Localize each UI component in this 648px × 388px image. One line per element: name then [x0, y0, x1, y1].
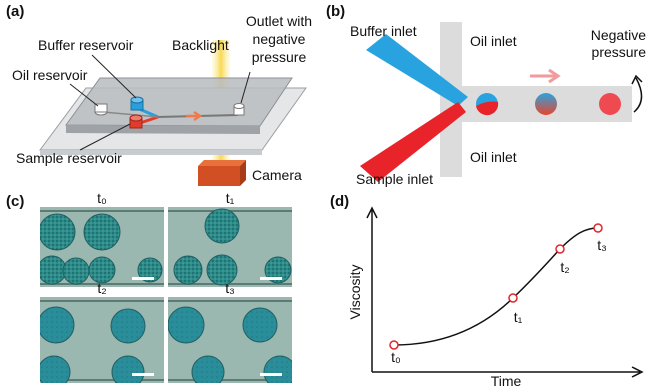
- x-axis-label: Time: [491, 373, 522, 388]
- outlet-label: Outlet with: [246, 13, 312, 29]
- droplet: [205, 209, 239, 243]
- time-point: [509, 294, 517, 302]
- droplet: [599, 93, 621, 115]
- outlet-top: [234, 104, 244, 109]
- time-label: t₁: [226, 190, 235, 206]
- oil-inlet-label: Oil inlet: [470, 149, 517, 165]
- micrograph: [168, 297, 296, 388]
- figure: (a) Buffer reservoir Backlight Outlet wi…: [0, 0, 648, 388]
- time-point: [594, 224, 602, 232]
- droplet: [168, 307, 204, 343]
- droplet: [38, 356, 70, 388]
- scale-bar: [260, 373, 282, 376]
- camera: [198, 166, 240, 186]
- micrograph: [38, 297, 164, 388]
- time-points: t₀ t₁ t₂ t₃: [390, 224, 607, 365]
- scale-bar: [260, 277, 282, 280]
- buffer-reservoir-top: [131, 97, 143, 103]
- page: (a) Buffer reservoir Backlight Outlet wi…: [0, 0, 648, 388]
- time-point: [390, 341, 398, 349]
- y-axis-label: Viscosity: [347, 265, 363, 320]
- sample-reservoir-label: Sample reservoir: [16, 150, 122, 166]
- viscosity-curve: [394, 228, 598, 345]
- outlet-label: pressure: [252, 49, 307, 65]
- buffer-inlet-label: Buffer inlet: [350, 23, 417, 39]
- camera-label: Camera: [252, 167, 302, 183]
- micrograph: [168, 207, 292, 287]
- time-point-label: t₃: [597, 237, 607, 253]
- micrographs: t₀ t₁ t₂ t₃: [38, 190, 296, 388]
- droplet: [112, 356, 144, 388]
- panel-label: (c): [6, 193, 24, 210]
- droplet: [264, 356, 296, 388]
- time-point-label: t₁: [514, 309, 523, 325]
- droplet: [84, 214, 120, 250]
- flow-arrow: [530, 70, 558, 82]
- negative-pressure-label: pressure: [592, 44, 647, 60]
- oil-reservoir-label: Oil reservoir: [12, 67, 88, 83]
- droplet: [243, 308, 277, 342]
- scale-bar: [132, 373, 154, 376]
- scale-bar: [132, 277, 154, 280]
- time-label: t₂: [97, 280, 106, 296]
- camera-top: [198, 160, 246, 166]
- droplet: [111, 309, 145, 343]
- sample-reservoir-top: [130, 115, 142, 121]
- chip-edge: [66, 125, 260, 134]
- droplet: [63, 258, 89, 284]
- time-label: t₀: [97, 190, 107, 206]
- time-point-label: t₂: [560, 259, 569, 275]
- time-label: t₃: [225, 280, 235, 296]
- droplet: [192, 356, 224, 388]
- suction-arrow: [632, 76, 642, 112]
- panel-label: (b): [326, 3, 345, 20]
- backlight-label: Backlight: [172, 37, 229, 53]
- negative-pressure-label: Negative: [591, 27, 646, 43]
- droplet: [535, 93, 557, 115]
- time-point: [556, 245, 564, 253]
- panel-label: (a): [6, 3, 24, 20]
- droplet: [38, 307, 74, 343]
- droplet: [39, 214, 75, 250]
- panel-label: (d): [330, 193, 349, 210]
- outlet-label: negative: [253, 31, 306, 47]
- sample-inlet-label: Sample inlet: [356, 171, 433, 187]
- buffer-reservoir-label: Buffer reservoir: [38, 37, 134, 53]
- droplet: [174, 256, 202, 284]
- droplet: [38, 256, 66, 284]
- chip: [66, 78, 292, 126]
- oil-inlet-label: Oil inlet: [470, 33, 517, 49]
- y-axis: [367, 208, 377, 372]
- micrograph: [38, 207, 164, 287]
- time-point-label: t₀: [391, 349, 401, 365]
